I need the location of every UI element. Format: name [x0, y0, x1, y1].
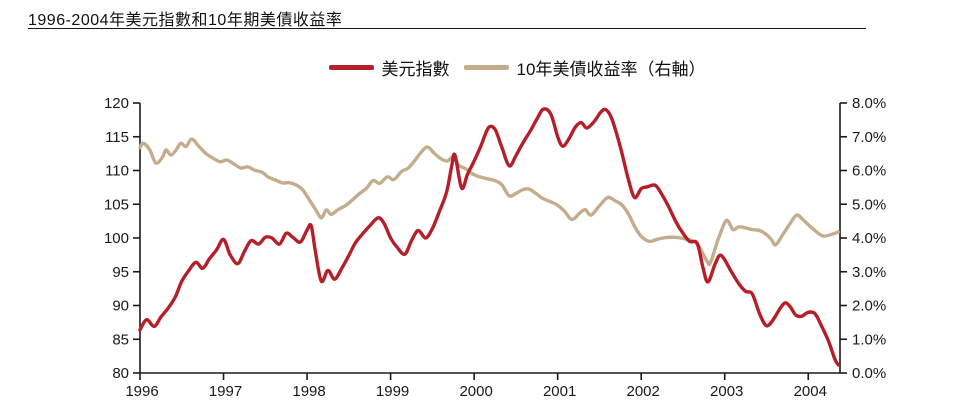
- right-axis-tick-label: 6.0%: [852, 163, 886, 180]
- usd-index-line-swatch: [328, 65, 374, 70]
- x-axis-ticks: 1996 1997 1998 1999 2000 2001 2002 2003 2004: [125, 373, 827, 400]
- x-axis-tick-label: 2000: [459, 383, 492, 400]
- left-axis-tick-label: 80: [112, 365, 129, 382]
- left-axis-tick-label: 100: [104, 230, 129, 247]
- legend-item-treasury-yield: 10年美債收益率（右軸）: [463, 55, 706, 80]
- x-axis-tick-label: 1998: [292, 383, 325, 400]
- right-axis-tick-label: 3.0%: [852, 264, 886, 281]
- left-axis-tick-label: 85: [112, 331, 129, 348]
- legend: 美元指數 10年美債收益率（右軸）: [37, 55, 960, 80]
- title-underline: [28, 28, 866, 29]
- treasury-yield-line-swatch: [463, 65, 509, 70]
- left-axis-tick-label: 115: [105, 129, 129, 146]
- left-axis-tick-label: 105: [104, 196, 129, 213]
- treasury-yield-line: [138, 137, 840, 267]
- x-axis-tick-label: 2001: [543, 383, 576, 400]
- right-axis-tick-label: 4.0%: [852, 230, 886, 247]
- right-axis-tick-label: 1.0%: [852, 331, 886, 348]
- usd-index-line: [138, 107, 840, 367]
- right-axis-tick-label: 7.0%: [852, 129, 886, 146]
- left-axis-tick-label: 95: [112, 264, 129, 281]
- left-axis-tick-label: 90: [112, 298, 129, 315]
- left-axis-tick-label: 120: [104, 95, 129, 112]
- legend-label-treasury-yield: 10年美債收益率（右軸）: [516, 60, 706, 79]
- x-axis-tick-label: 2004: [794, 383, 827, 400]
- right-axis-tick-label: 0.0%: [852, 365, 886, 382]
- x-axis-tick-label: 2003: [710, 383, 743, 400]
- legend-item-usd-index: 美元指數: [328, 55, 450, 80]
- right-axis-tick-label: 5.0%: [852, 196, 886, 213]
- x-axis-tick-label: 1999: [376, 383, 409, 400]
- right-axis-ticks: 0.0% 1.0% 2.0% 3.0% 4.0% 5.0% 6.0% 7.0% 8.0%: [840, 95, 886, 382]
- left-axis-tick-label: 110: [105, 163, 129, 180]
- x-axis-tick-label: 1997: [209, 383, 242, 400]
- axes: [139, 103, 841, 374]
- x-axis-tick-label: 2002: [627, 383, 660, 400]
- figure-title: 1996-2004年美元指數和10年期美債收益率: [28, 12, 343, 29]
- right-axis-tick-label: 8.0%: [852, 95, 886, 112]
- legend-label-usd-index: 美元指數: [381, 60, 450, 79]
- x-axis-tick-label: 1996: [125, 383, 158, 400]
- right-axis-tick-label: 2.0%: [852, 298, 886, 315]
- left-axis-ticks: 80 85 90 95 100 105 110 115 120: [104, 95, 140, 382]
